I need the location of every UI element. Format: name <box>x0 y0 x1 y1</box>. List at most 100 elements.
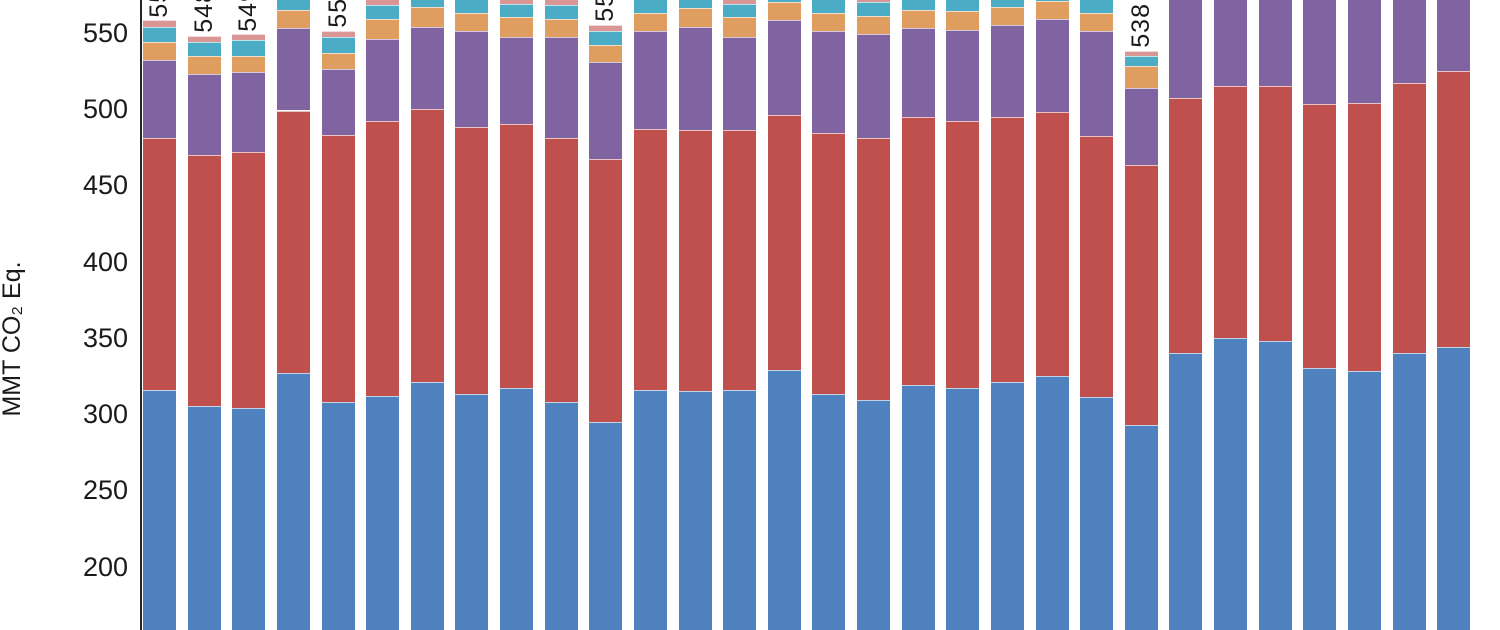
bar-segment-orange <box>812 12 846 32</box>
bar-segment-red <box>143 137 176 390</box>
bar-1 <box>143 0 176 630</box>
bar-segment-teal <box>321 37 355 53</box>
bar-segment-teal <box>767 0 801 3</box>
bar-segment-red <box>187 154 221 407</box>
y-tick-label-550: 550 <box>82 17 128 48</box>
bar-segment-red <box>1080 136 1114 398</box>
bar-26 <box>1258 0 1292 630</box>
bar-segment-orange <box>633 12 667 32</box>
bar-14 <box>723 0 757 630</box>
bar-segment-blue <box>410 382 444 630</box>
bar-segment-red <box>990 116 1024 383</box>
bar-segment-pink <box>143 20 176 27</box>
bar-segment-red <box>857 137 891 401</box>
bar-segment-pink <box>232 34 266 41</box>
bar-segment-blue <box>1080 397 1114 630</box>
bar-segment-orange <box>410 6 444 27</box>
bar-segment-blue <box>1169 353 1203 630</box>
bar-segment-red <box>1214 86 1248 338</box>
bar-segment-purple <box>857 34 891 138</box>
bar-segment-teal <box>1035 0 1069 1</box>
bar-6 <box>366 0 400 630</box>
bar-segment-blue <box>1124 424 1158 630</box>
bar-segment-purple <box>990 25 1024 117</box>
bar-segment-teal <box>232 40 266 56</box>
bar-30 <box>1437 0 1471 630</box>
bar-segment-red <box>1169 98 1203 354</box>
bar-10 <box>544 0 578 630</box>
bar-segment-purple <box>678 26 712 131</box>
bar-segment-pink <box>589 25 623 32</box>
bar-segment-blue <box>946 388 980 630</box>
bar-segment-red <box>276 110 310 373</box>
bar-segment-purple <box>1169 0 1203 99</box>
bar-23 <box>1124 0 1158 630</box>
bar-15 <box>767 0 801 630</box>
bar-segment-teal <box>723 3 757 18</box>
bar-12 <box>633 0 667 630</box>
bar-segment-orange <box>366 18 400 39</box>
bar-segment-teal <box>857 2 891 16</box>
bar-segment-blue <box>812 394 846 630</box>
bar-segment-orange <box>767 2 801 21</box>
bar-segment-blue <box>187 406 221 630</box>
bar-segment-teal <box>1124 55 1158 67</box>
bar-3 <box>232 0 266 630</box>
bar-segment-blue <box>678 391 712 630</box>
bar-segment-red <box>455 127 489 395</box>
bar-2 <box>187 0 221 630</box>
bar-24 <box>1169 0 1203 630</box>
bar-segment-red <box>1035 112 1069 376</box>
bar-segment-purple <box>187 73 221 155</box>
bar-segment-teal <box>187 41 221 56</box>
bar-segment-teal <box>143 26 176 42</box>
y-tick-label-150: 150 <box>36 627 128 630</box>
bar-segment-orange <box>723 17 757 38</box>
bar-segment-red <box>1303 104 1337 369</box>
bar-segment-purple <box>1303 0 1337 105</box>
bar-segment-blue <box>1258 340 1292 630</box>
bar-segment-orange <box>678 8 712 27</box>
bar-segment-pink <box>500 0 534 4</box>
bar-18 <box>901 0 935 630</box>
bar-segment-blue <box>1437 346 1471 630</box>
bar-segment-blue <box>990 382 1024 630</box>
y-tick-label-400: 400 <box>82 246 128 277</box>
bar-segment-teal <box>589 31 623 45</box>
bar-segment-purple <box>812 31 846 134</box>
bar-16 <box>812 0 846 630</box>
bar-segment-teal <box>901 0 935 10</box>
bar-segment-pink <box>857 0 891 3</box>
bar-segment-teal <box>812 0 846 13</box>
bar-21 <box>1035 0 1069 630</box>
bar-segment-blue <box>1214 337 1248 630</box>
bar-segment-blue <box>723 389 757 630</box>
bar-segment-purple <box>767 20 801 116</box>
bar-segment-orange <box>143 41 176 61</box>
bar-segment-blue <box>544 401 578 630</box>
bar-segment-red <box>366 121 400 396</box>
bar-segment-purple <box>366 38 400 122</box>
bar-segment-orange <box>276 9 310 29</box>
bar-segment-orange <box>1124 66 1158 88</box>
bar-segment-blue <box>143 389 176 630</box>
bar-segment-red <box>901 116 935 386</box>
bar-25 <box>1214 0 1248 630</box>
bar-segment-teal <box>946 0 980 12</box>
bar-segment-red <box>410 108 444 383</box>
bar-7 <box>410 0 444 630</box>
bar-segment-red <box>544 137 578 402</box>
bar-segment-purple <box>276 28 310 111</box>
bar-segment-orange <box>187 55 221 74</box>
bar-segment-orange <box>857 15 891 35</box>
bar-segment-orange <box>1035 0 1069 19</box>
y-axis-line <box>140 0 142 630</box>
y-axis-title: MMT CO₂ Eq. <box>0 261 26 417</box>
bar-segment-red <box>589 159 623 422</box>
bar-segment-purple <box>1214 0 1248 87</box>
bar-segment-orange <box>589 44 623 62</box>
bar-segment-red <box>767 115 801 370</box>
bar-segment-red <box>946 121 980 389</box>
y-tick-label-250: 250 <box>82 475 128 506</box>
